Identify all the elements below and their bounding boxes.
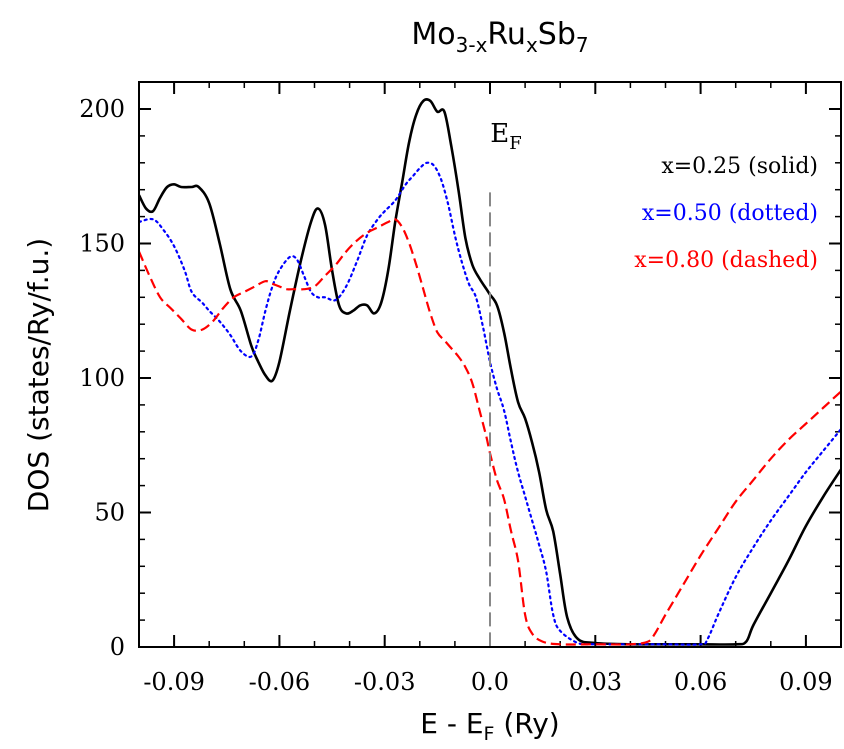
y-axis-label: DOS (states/Ry/f.u.) <box>22 238 55 512</box>
x-tick-label: -0.06 <box>249 668 311 696</box>
title-part-mo: Mo <box>411 17 455 52</box>
x-label-sub: F <box>484 723 495 745</box>
x-tick-label: 0.06 <box>674 668 727 696</box>
series-line-2 <box>139 218 841 646</box>
legend: x=0.25 (solid) x=0.50 (dotted) x=0.80 (das… <box>634 154 818 273</box>
x-tick-label: 0.0 <box>471 668 509 696</box>
ef-label-main: E <box>490 119 509 149</box>
legend-entry-0: x=0.25 (solid) <box>661 154 818 179</box>
series-line-0 <box>139 98 841 646</box>
title-sub-3x: 3-x <box>456 33 488 57</box>
y-tick-label: 50 <box>94 499 125 527</box>
title-sub-x: x <box>526 33 538 57</box>
y-tick-label: 200 <box>79 95 125 123</box>
x-tick-label: 0.09 <box>779 668 832 696</box>
series-layer <box>139 98 841 646</box>
chart-title: Mo3-xRuxSb7 <box>411 17 588 57</box>
fermi-level-label: EF <box>490 119 521 154</box>
plot-frame <box>138 81 842 648</box>
y-tick-label: 150 <box>79 230 125 258</box>
x-label-unit: (Ry) <box>494 707 559 740</box>
y-tick-label: 100 <box>79 364 125 392</box>
legend-entry-1: x=0.50 (dotted) <box>642 201 818 226</box>
x-axis-label: E - EF (Ry) <box>420 707 559 745</box>
y-tick-label: 0 <box>110 633 125 661</box>
x-label-main: E - E <box>420 707 483 740</box>
title-part-sb: Sb <box>538 17 576 52</box>
x-tick-label: -0.03 <box>354 668 416 696</box>
legend-entry-2: x=0.80 (dashed) <box>634 248 818 273</box>
title-part-ru: Ru <box>487 17 526 52</box>
x-tick-label: -0.09 <box>143 668 205 696</box>
title-sub-7: 7 <box>576 33 589 57</box>
ticks-layer: -0.09 -0.06 -0.03 0.0 0.03 0.06 0.09 0 50 100 150 2… <box>79 82 842 696</box>
x-tick-label: 0.03 <box>569 668 622 696</box>
ef-label-sub: F <box>509 133 522 154</box>
